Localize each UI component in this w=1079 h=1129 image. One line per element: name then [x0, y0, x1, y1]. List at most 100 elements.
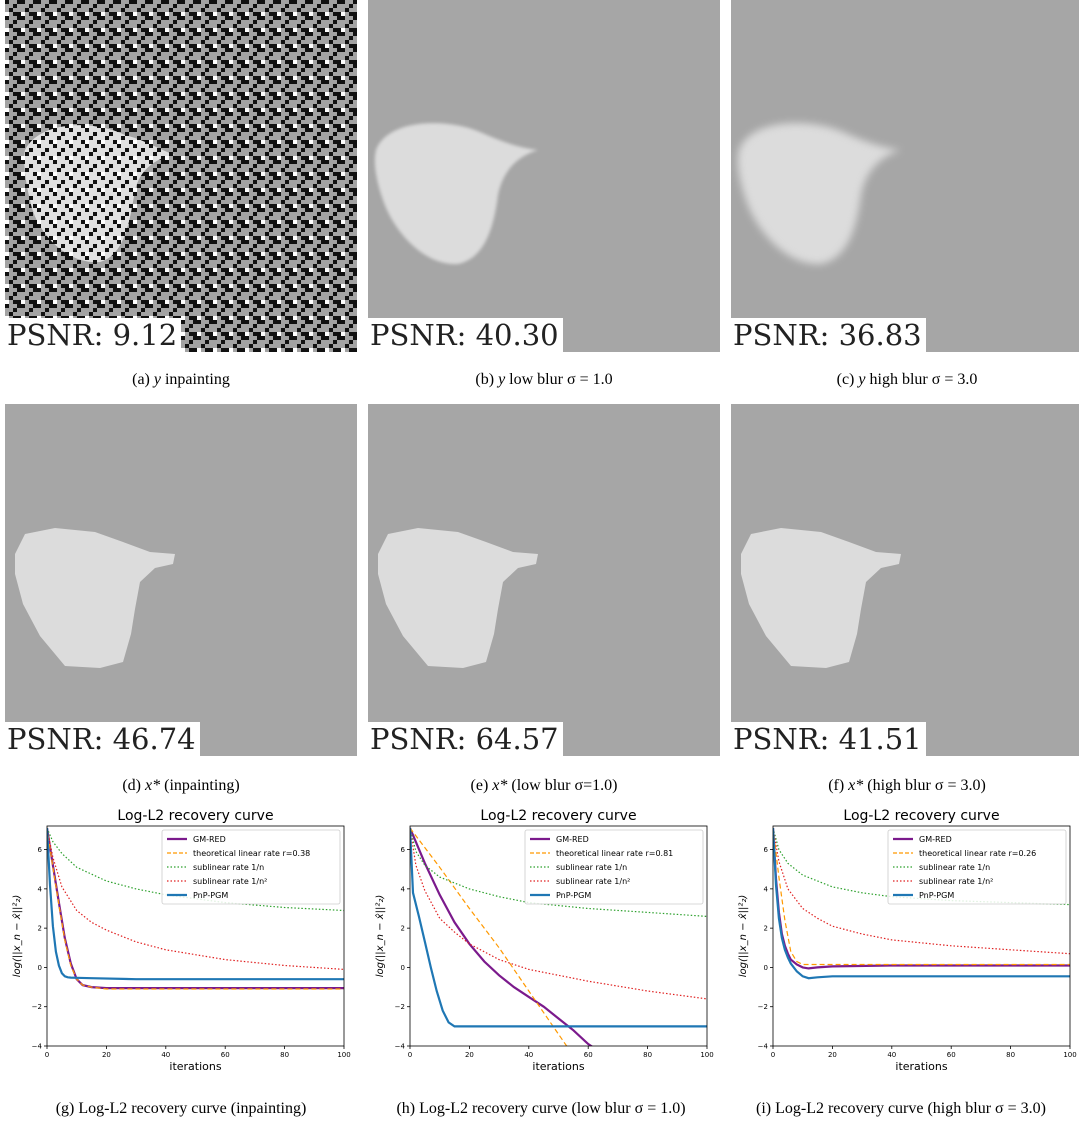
caption-d: (d) x* (inpainting) [122, 777, 240, 794]
recovery-plot-i: Log-L2 recovery curve 0 20 40 60 80 100 −4 −2 0 2 4… [737, 808, 1077, 1073]
series-line-1 [773, 827, 1070, 966]
y-tick-label: 4 [764, 885, 769, 893]
x-axis-label: iterations [895, 1060, 947, 1073]
y-tick-label: 6 [764, 846, 769, 854]
chart-title: Log-L2 recovery curve [480, 808, 636, 824]
legend-entry: GM-RED [919, 835, 952, 844]
legend-box [887, 829, 1067, 905]
y-tick-label: 0 [38, 964, 42, 972]
series-line-3 [773, 827, 1070, 955]
legend-box [161, 829, 341, 905]
legend-entry: PnP-PGM [556, 891, 591, 900]
x-tick-label: 60 [221, 1051, 230, 1059]
y-tick-label: −2 [32, 1003, 42, 1011]
x-tick-label: 40 [524, 1051, 533, 1059]
caption-e: (e) x* (low blur σ=1.0) [470, 777, 618, 794]
legend-entry: PnP-PGM [919, 891, 954, 900]
image-panel-b: PSNR: 40.30 [368, 0, 720, 352]
image-panel-e: PSNR: 64.57 [368, 404, 720, 756]
psnr-label: PSNR: 40.30 [368, 318, 563, 352]
series-line-0 [47, 827, 344, 990]
image-panel-a: PSNR: 9.12 [5, 0, 357, 352]
psnr-label: PSNR: 9.12 [5, 318, 182, 352]
x-tick-label: 80 [280, 1051, 289, 1059]
x-tick-label: 20 [102, 1051, 111, 1059]
image-panel-f: PSNR: 41.51 [731, 404, 1079, 756]
x-tick-label: 100 [700, 1051, 713, 1059]
series-line-2 [410, 827, 707, 917]
legend-entry: sublinear rate 1/n [556, 863, 627, 872]
legend-box [524, 829, 704, 905]
legend-entry: sublinear rate 1/n² [193, 877, 267, 886]
series-line-1 [47, 827, 344, 990]
chart-title: Log-L2 recovery curve [117, 808, 273, 824]
x-tick-label: 0 [45, 1051, 49, 1059]
x-tick-label: 40 [887, 1051, 896, 1059]
caption-f: (f) x* (high blur σ = 3.0) [828, 777, 986, 794]
x-tick-label: 20 [465, 1051, 474, 1059]
legend-entry: sublinear rate 1/n² [556, 877, 630, 886]
x-tick-label: 100 [1063, 1051, 1076, 1059]
legend-entry: sublinear rate 1/n [919, 863, 990, 872]
x-tick-label: 80 [1006, 1051, 1015, 1059]
y-tick-label: 4 [401, 885, 406, 893]
high-blur-image [737, 123, 901, 265]
recovered-image [15, 528, 175, 668]
y-tick-label: 4 [38, 885, 43, 893]
x-tick-label: 0 [408, 1051, 412, 1059]
legend-entry: sublinear rate 1/n [193, 863, 264, 872]
y-tick-label: −4 [395, 1043, 406, 1051]
caption-i: (i) Log-L2 recovery curve (high blur σ =… [756, 1100, 1046, 1117]
y-tick-label: 0 [401, 964, 405, 972]
y-tick-label: 0 [764, 964, 768, 972]
series-line-1 [410, 827, 568, 1046]
recovered-image [378, 528, 538, 668]
y-axis-label: log(||x_n − x̂||²₂) [737, 895, 749, 977]
series-line-3 [47, 827, 344, 970]
psnr-label: PSNR: 46.74 [5, 722, 200, 756]
y-tick-label: −2 [758, 1003, 768, 1011]
x-tick-label: 0 [771, 1051, 775, 1059]
y-tick-label: 2 [38, 925, 42, 933]
psnr-label: PSNR: 64.57 [368, 722, 563, 756]
psnr-label: PSNR: 41.51 [731, 722, 926, 756]
plot-frame [409, 825, 708, 1047]
recovery-plot-h: Log-L2 recovery curve 0 20 40 60 80 100 −4 −2 0 2 4… [374, 808, 714, 1073]
recovered-image [741, 528, 901, 668]
image-panel-d: PSNR: 46.74 [5, 404, 357, 756]
y-tick-label: 6 [401, 846, 406, 854]
y-tick-label: 6 [38, 846, 43, 854]
caption-a: (a) y inpainting [132, 371, 230, 388]
legend-entry: sublinear rate 1/n² [919, 877, 993, 886]
y-tick-label: −2 [395, 1003, 405, 1011]
caption-g: (g) Log-L2 recovery curve (inpainting) [55, 1100, 307, 1117]
noisy-image [5, 0, 357, 352]
series-line-4 [773, 827, 1070, 980]
caption-h: (h) Log-L2 recovery curve (low blur σ = … [396, 1100, 686, 1117]
x-tick-label: 20 [828, 1051, 837, 1059]
y-tick-label: −4 [758, 1043, 769, 1051]
x-tick-label: 100 [337, 1051, 350, 1059]
caption-c: (c) y high blur σ = 3.0 [836, 371, 978, 388]
x-tick-label: 40 [161, 1051, 170, 1059]
legend-entry: GM-RED [193, 835, 226, 844]
series-line-0 [410, 827, 594, 1046]
legend-entry: GM-RED [556, 835, 589, 844]
psnr-label: PSNR: 36.83 [731, 318, 926, 352]
series-line-2 [47, 827, 344, 912]
series-line-4 [410, 827, 707, 1028]
y-axis-label: log(||x_n − x̂||²₂) [11, 895, 23, 977]
y-axis-label: log(||x_n − x̂||²₂) [374, 895, 386, 977]
x-axis-label: iterations [532, 1060, 584, 1073]
x-tick-label: 80 [643, 1051, 652, 1059]
low-blur-image [374, 123, 538, 265]
recovery-plot-g: Log-L2 recovery curve 0 20 40 60 80 100 −4 −2 0 2 4… [11, 808, 351, 1073]
series-line-4 [47, 827, 344, 981]
plot-frame [772, 825, 1071, 1047]
legend-entry: PnP-PGM [193, 891, 228, 900]
x-tick-label: 60 [584, 1051, 593, 1059]
caption-b: (b) y low blur σ = 1.0 [475, 371, 613, 388]
plot-frame [46, 825, 345, 1047]
image-panel-c: PSNR: 36.83 [731, 0, 1079, 352]
legend-entry: theoretical linear rate r=0.38 [193, 849, 310, 858]
